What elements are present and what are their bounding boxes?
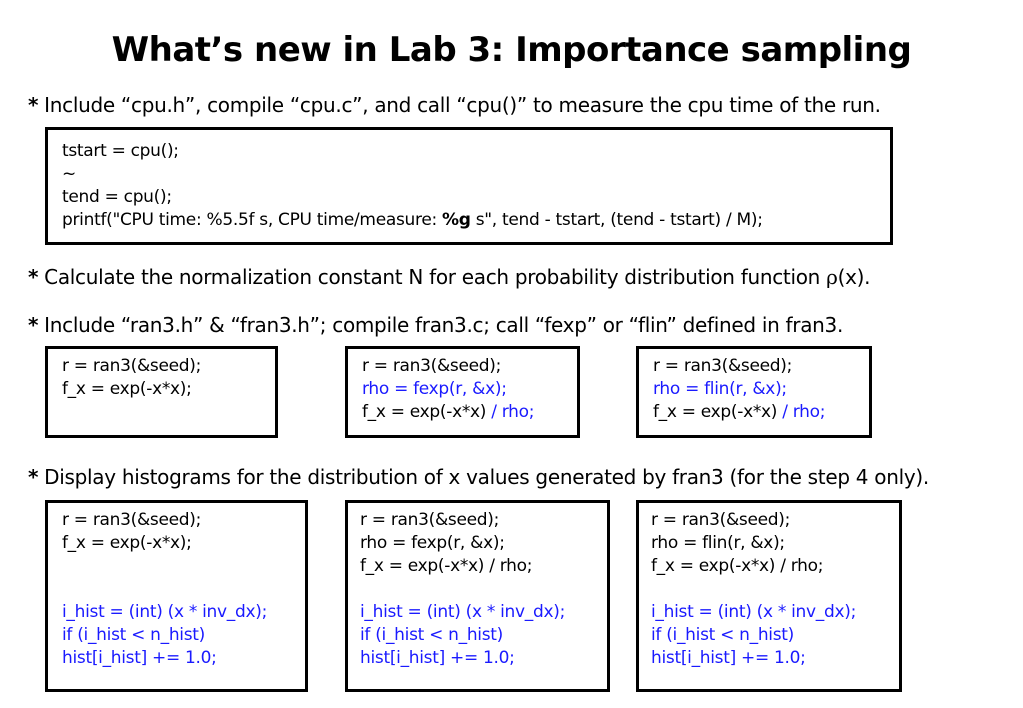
- code-line: tstart = cpu();: [62, 141, 179, 161]
- code-fragment-highlight: / rho;: [782, 402, 826, 422]
- code-line: if (i_hist < n_hist): [651, 625, 794, 645]
- hist-box-fexp: r = ran3(&seed); rho = fexp(r, &x); f_x …: [345, 500, 610, 692]
- hist-box-plain: r = ran3(&seed); f_x = exp(-x*x); i_hist…: [45, 500, 308, 692]
- code-line: f_x = exp(-x*x);: [62, 379, 192, 399]
- code-line: tend = cpu();: [62, 187, 172, 207]
- code-box-flin: r = ran3(&seed); rho = flin(r, &x); f_x …: [636, 346, 872, 438]
- code-fragment: f_x = exp(-x*x): [653, 402, 783, 422]
- blank-line: [62, 578, 291, 601]
- code-line: hist[i_hist] += 1.0;: [651, 648, 806, 668]
- bullet-text: Include “cpu.h”, compile “cpu.c”, and ca…: [44, 93, 881, 117]
- bullet-ran3: * Include “ran3.h” & “fran3.h”; compile f…: [28, 313, 843, 337]
- code-line: r = ran3(&seed);: [653, 356, 793, 376]
- blank-line: [651, 578, 887, 601]
- bullet-text: Include “ran3.h” & “fran3.h”; compile fr…: [44, 313, 844, 337]
- bullet-star: *: [28, 465, 39, 489]
- bullet-star: *: [28, 313, 39, 337]
- bullet-text: (x).: [837, 265, 871, 289]
- code-box-plain: r = ran3(&seed); f_x = exp(-x*x);: [45, 346, 278, 438]
- code-line: hist[i_hist] += 1.0;: [360, 648, 515, 668]
- bullet-star: *: [28, 265, 39, 289]
- code-line: r = ran3(&seed);: [62, 356, 202, 376]
- code-line: rho = fexp(r, &x);: [360, 533, 505, 553]
- code-fragment-highlight: / rho;: [491, 402, 535, 422]
- code-fragment: f_x = exp(-x*x): [362, 402, 492, 422]
- code-line: f_x = exp(-x*x) / rho;: [651, 556, 824, 576]
- bullet-cpu: * Include “cpu.h”, compile “cpu.c”, and c…: [28, 93, 881, 117]
- code-line: i_hist = (int) (x * inv_dx);: [651, 602, 856, 622]
- bullet-text: Display histograms for the distribution …: [44, 465, 929, 489]
- code-fragment: s", tend - tstart, (tend - tstart) / M);: [470, 210, 763, 230]
- code-fragment: printf("CPU time: %5.5f s, CPU time/meas…: [62, 210, 443, 230]
- code-line: rho = fexp(r, &x);: [362, 379, 507, 399]
- code-line: rho = flin(r, &x);: [653, 379, 787, 399]
- code-line: hist[i_hist] += 1.0;: [62, 648, 217, 668]
- cpu-code-box: tstart = cpu(); ~ tend = cpu(); printf("…: [45, 127, 893, 245]
- code-line: if (i_hist < n_hist): [360, 625, 503, 645]
- bullet-star: *: [28, 93, 39, 117]
- code-line: f_x = exp(-x*x) / rho;: [360, 556, 533, 576]
- code-line: r = ran3(&seed);: [360, 510, 500, 530]
- slide-title: What’s new in Lab 3: Importance sampling: [111, 30, 912, 70]
- code-line: printf("CPU time: %5.5f s, CPU time/meas…: [62, 209, 876, 232]
- code-line: f_x = exp(-x*x) / rho;: [653, 401, 855, 424]
- bullet-normalization: * Calculate the normalization constant N …: [28, 265, 870, 289]
- code-line: r = ran3(&seed);: [62, 510, 202, 530]
- bullet-text: Calculate the normalization constant N f…: [44, 265, 827, 289]
- bullet-histograms: * Display histograms for the distribution…: [28, 465, 929, 489]
- blank-line: [360, 578, 595, 601]
- code-line: r = ran3(&seed);: [651, 510, 791, 530]
- code-line: f_x = exp(-x*x);: [62, 533, 192, 553]
- code-box-fexp: r = ran3(&seed); rho = fexp(r, &x); f_x …: [345, 346, 580, 438]
- rho-symbol: ρ: [826, 265, 838, 289]
- code-line: ~: [62, 164, 76, 184]
- code-line: rho = flin(r, &x);: [651, 533, 785, 553]
- code-bold-fragment: %g: [442, 210, 471, 230]
- code-line: i_hist = (int) (x * inv_dx);: [62, 602, 267, 622]
- code-line: if (i_hist < n_hist): [62, 625, 205, 645]
- code-line: i_hist = (int) (x * inv_dx);: [360, 602, 565, 622]
- code-line: f_x = exp(-x*x) / rho;: [362, 401, 563, 424]
- blank-line: [62, 555, 291, 578]
- hist-box-flin: r = ran3(&seed); rho = flin(r, &x); f_x …: [636, 500, 902, 692]
- code-line: r = ran3(&seed);: [362, 356, 502, 376]
